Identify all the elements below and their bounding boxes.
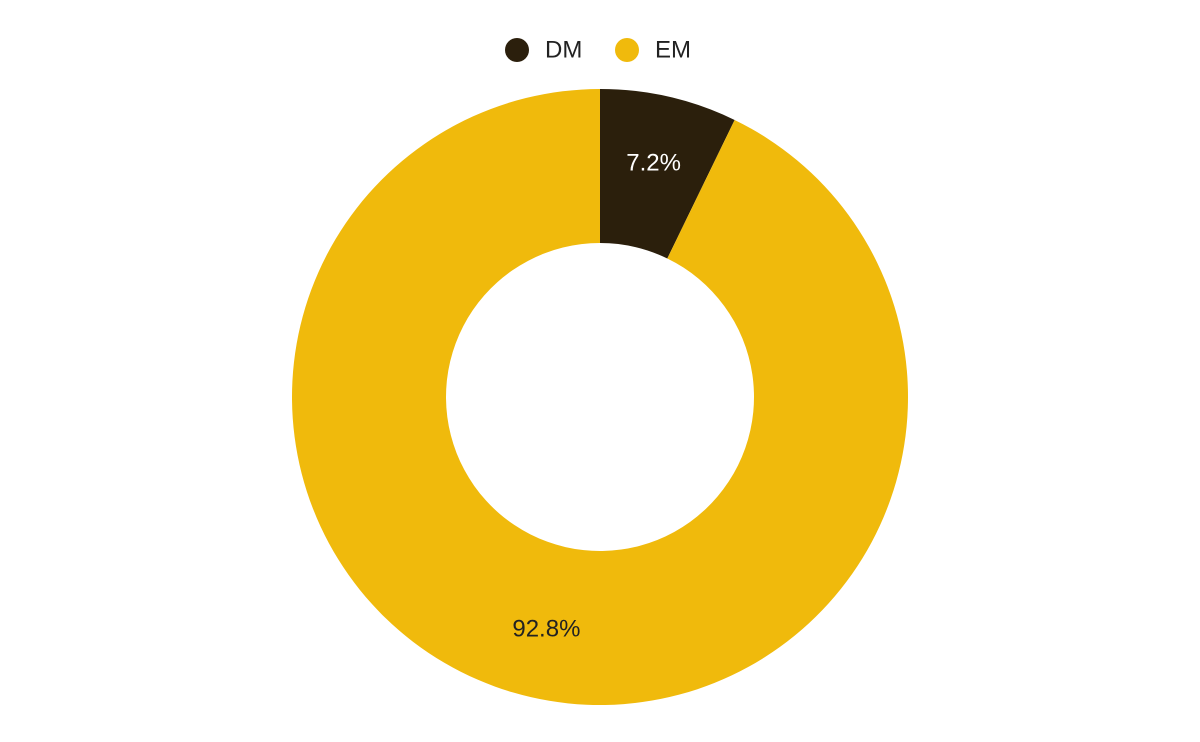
- data-label: 92.8%: [512, 615, 580, 642]
- donut-slice: [291, 89, 909, 706]
- data-label: 7.2%: [626, 149, 681, 176]
- legend-marker: [615, 38, 639, 62]
- legend-label: EM: [655, 36, 691, 63]
- legend-label: DM: [545, 36, 582, 63]
- legend-marker: [505, 38, 529, 62]
- donut-slice: [600, 89, 735, 259]
